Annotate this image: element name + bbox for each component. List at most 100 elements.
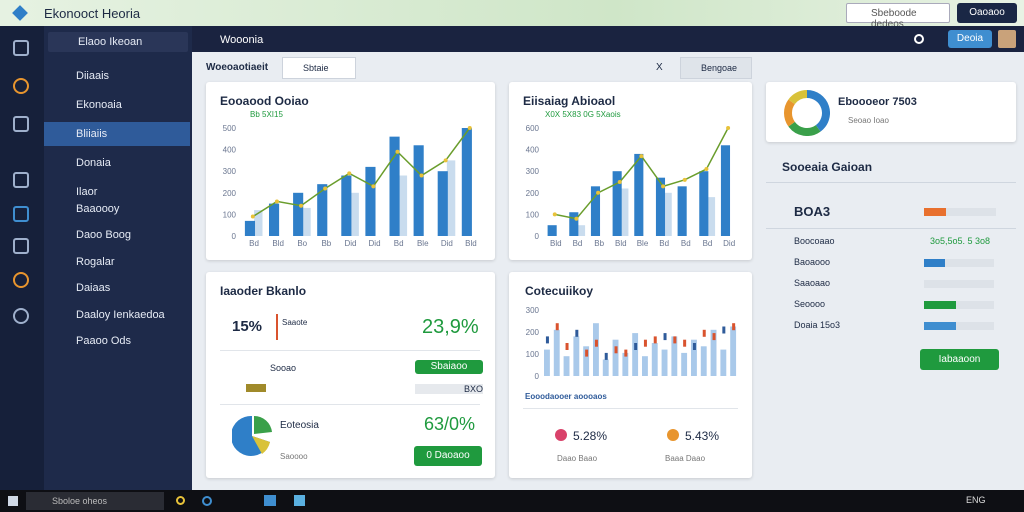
item-label: Eoteosia: [280, 420, 319, 431]
card-title: Eiisaiag Abioaol: [523, 94, 616, 108]
bar: [632, 333, 639, 376]
candle: [624, 349, 628, 357]
sidebar-item[interactable]: Bliiaiis: [44, 122, 190, 146]
stat-icon: [555, 429, 567, 441]
sidebar-dropdown[interactable]: Elaoo Ikeoan: [48, 32, 188, 52]
x-tick-label: Bd: [573, 239, 583, 248]
trend-point: [552, 212, 557, 217]
trend-point: [371, 184, 376, 189]
candle: [702, 329, 706, 337]
taskbar-search[interactable]: Sboloe oheos: [26, 492, 164, 510]
item-label: Sooao: [270, 363, 297, 373]
chart-caption: Eooodaooer aoooaos: [525, 392, 607, 401]
bar: [681, 352, 688, 376]
header: Ekonooct Heoria Sbeboode dedeos Oaoaoo: [0, 0, 1024, 30]
app-title: Ekonooct Heoria: [44, 6, 141, 21]
bar: [461, 128, 472, 236]
settings-icon[interactable]: [914, 34, 924, 44]
bar: [642, 356, 648, 376]
bar-secondary: [620, 188, 629, 236]
bar-secondary: [350, 192, 359, 236]
sidebar-item[interactable]: Baaoooy: [76, 202, 120, 215]
trend-point: [323, 186, 328, 191]
sidebar: [44, 26, 192, 490]
x-tick-label: Bb: [321, 239, 331, 248]
panel-button[interactable]: Iabaaoon: [920, 349, 999, 370]
trend-point: [395, 149, 400, 154]
bar: [590, 186, 601, 236]
x-tick-label: Did: [344, 239, 356, 248]
x-tick-label: Bld: [550, 239, 562, 248]
bar: [389, 136, 400, 236]
bar: [720, 349, 727, 376]
bar: [651, 343, 658, 376]
avatar[interactable]: [998, 30, 1016, 48]
sort-dropdown[interactable]: Bengoae: [680, 57, 752, 79]
x-tick-label: Bo: [297, 239, 307, 248]
candle: [604, 352, 608, 360]
sidebar-item[interactable]: Rogalar: [76, 255, 115, 268]
bar: [544, 349, 550, 376]
sidebar-item[interactable]: Daiaas: [76, 282, 111, 294]
sidebar-item[interactable]: Daaloy Ienkaedoa: [76, 308, 165, 321]
bar-secondary: [302, 207, 311, 236]
donut-segment: [784, 99, 796, 127]
bar: [341, 175, 352, 236]
bar: [563, 356, 570, 376]
bar-secondary: [707, 197, 716, 236]
x-tick-label: Bd: [394, 239, 404, 248]
row-bar: [924, 322, 956, 330]
trend-point: [250, 214, 255, 219]
item-button[interactable]: Sbaiaoo: [415, 360, 483, 374]
candle: [732, 323, 736, 331]
row-bar-track: [924, 259, 994, 267]
donut-segment: [788, 121, 821, 136]
bar: [293, 192, 304, 236]
candle: [585, 349, 589, 357]
x-tick-label: Bd: [659, 239, 669, 248]
filter-dropdown[interactable]: Sbtaie: [282, 57, 356, 79]
sidebar-item[interactable]: Daoo Boog: [76, 229, 132, 241]
y-tick-label: 600: [526, 124, 540, 133]
trend-point: [467, 126, 472, 130]
sidebar-item[interactable]: Paaoo Ods: [76, 335, 132, 347]
candle: [722, 326, 726, 334]
kpi-button[interactable]: 0 Daoaoo: [414, 446, 482, 466]
x-tick-label: Ble: [417, 239, 429, 248]
bar: [710, 329, 717, 376]
bar: [437, 171, 448, 236]
row-label: Doaia 15o3: [794, 320, 841, 330]
trend-card: Eiisaiag Abioaol X0X 5X83 0G 5Xaois 600 4…: [509, 82, 752, 260]
start-button[interactable]: [8, 496, 18, 506]
bar: [553, 329, 560, 376]
trend-point: [596, 190, 601, 195]
row-label: Saaoaao: [794, 278, 831, 288]
y-tick-label: 200: [526, 328, 540, 337]
bar: [612, 171, 622, 236]
bar-secondary: [254, 210, 263, 236]
bar: [593, 323, 599, 376]
sidebar-item[interactable]: Donaia: [76, 157, 111, 169]
close-button[interactable]: X: [656, 62, 663, 73]
search-box[interactable]: Sbeboode dedeos: [846, 3, 950, 30]
sidebar-item[interactable]: Ekonoaia: [76, 99, 122, 111]
bar: [699, 171, 709, 236]
x-tick-label: Bld: [272, 239, 284, 248]
row-bar: [924, 259, 945, 267]
header-button[interactable]: Oaoaoo: [957, 3, 1017, 23]
x-tick-label: Bd: [681, 239, 691, 248]
topbar-button[interactable]: Deoia: [948, 30, 992, 48]
bar-secondary: [398, 175, 408, 236]
bar: [583, 346, 590, 376]
summary-panel: Sooeaia Gaioan BOA3 Iabaaoon Boocoaao 3o5…: [766, 150, 1016, 380]
sidebar-item[interactable]: Diiaais: [76, 70, 110, 82]
row-bar-track: [924, 280, 994, 288]
stat-label: Baaa Daao: [665, 454, 706, 463]
icon-rail: [0, 26, 44, 490]
sidebar-item[interactable]: Ilaor: [76, 186, 98, 198]
kpi-label: Saaote: [282, 318, 308, 327]
candle: [712, 333, 716, 341]
candle: [643, 339, 647, 347]
candle: [683, 339, 687, 347]
bar: [612, 339, 619, 376]
